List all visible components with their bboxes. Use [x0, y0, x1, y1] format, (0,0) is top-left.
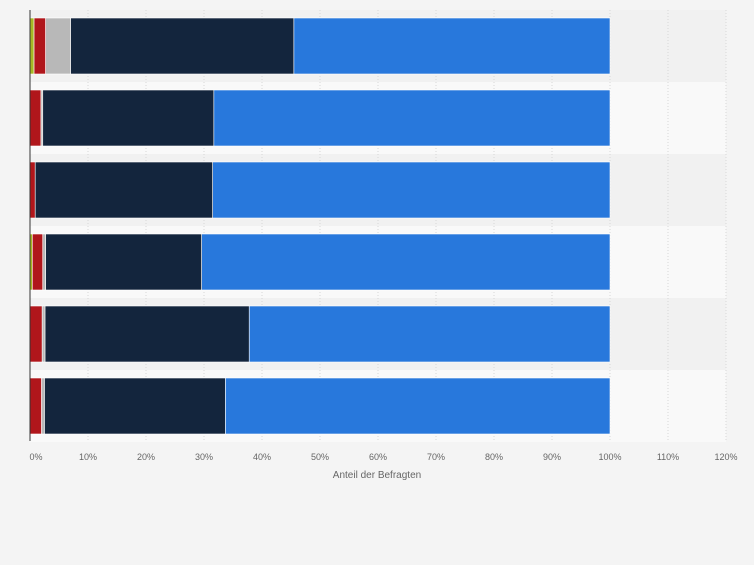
bar-segment	[293, 17, 611, 75]
x-tick-label: 60%	[369, 452, 387, 462]
bar-segment	[225, 377, 611, 435]
x-tick-label: 70%	[427, 452, 445, 462]
bar-segment	[248, 305, 611, 363]
bar-segment	[34, 161, 213, 219]
bar-segment	[201, 233, 611, 291]
bar-segment	[213, 89, 611, 147]
x-tick-label: 110%	[657, 452, 679, 462]
bar-segment	[29, 89, 42, 147]
bar-segment	[44, 377, 226, 435]
bar-segment	[42, 89, 215, 147]
x-tick-label: 0%	[29, 452, 42, 462]
bar-segment	[29, 305, 43, 363]
x-tick-labels: 0% 10% 20% 30% 40% 50% 60% 70% 80% 90% 100% 110% 120…	[29, 452, 737, 462]
x-tick-label: 90%	[543, 452, 561, 462]
x-tick-label: 50%	[311, 452, 329, 462]
bars	[29, 17, 611, 435]
x-tick-label: 120%	[714, 452, 737, 462]
bar-segment	[42, 233, 46, 291]
bar-segment	[44, 305, 250, 363]
bar-segment	[45, 233, 202, 291]
bar-segment	[212, 161, 611, 219]
bar-segment	[70, 17, 295, 75]
x-tick-label: 10%	[79, 452, 97, 462]
bar-segment	[32, 233, 44, 291]
bar-segment	[41, 377, 45, 435]
x-tick-label: 80%	[485, 452, 503, 462]
bar-segment	[29, 161, 36, 219]
x-axis-label: Anteil der Befragten	[333, 470, 421, 481]
bar-segment	[33, 17, 46, 75]
bar-segment	[29, 17, 35, 75]
bar-segment	[41, 305, 46, 363]
x-tick-label: 40%	[253, 452, 271, 462]
x-tick-label: 100%	[598, 452, 621, 462]
bar-segment	[45, 17, 71, 75]
x-tick-label: 30%	[195, 452, 213, 462]
x-tick-label: 20%	[137, 452, 155, 462]
bar-segment	[29, 377, 42, 435]
